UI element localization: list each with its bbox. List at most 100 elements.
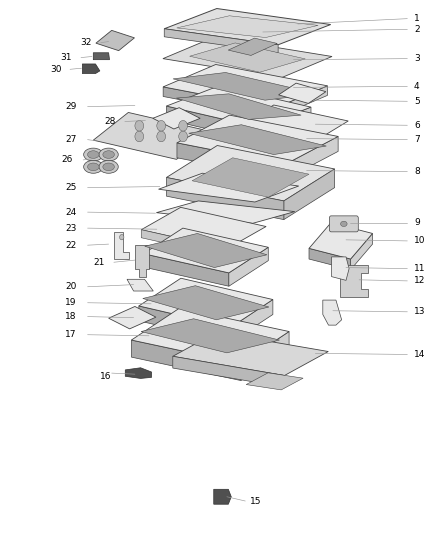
Polygon shape [323,300,342,325]
Text: 20: 20 [65,282,77,291]
Text: 29: 29 [65,102,77,111]
Polygon shape [139,306,231,342]
Polygon shape [166,146,335,201]
Polygon shape [141,319,279,353]
Polygon shape [159,173,299,202]
Polygon shape [143,254,229,286]
Ellipse shape [341,221,347,227]
Text: 22: 22 [65,241,77,249]
Text: 14: 14 [414,350,425,359]
Circle shape [179,120,187,131]
Text: 10: 10 [414,237,425,245]
Polygon shape [164,9,331,45]
Ellipse shape [84,160,103,173]
Polygon shape [141,207,266,249]
Polygon shape [96,30,134,51]
Polygon shape [309,248,350,270]
Polygon shape [127,279,153,291]
Polygon shape [173,356,285,387]
Polygon shape [143,286,269,320]
Polygon shape [246,373,303,390]
Polygon shape [141,230,227,257]
Text: 9: 9 [414,219,420,227]
Polygon shape [177,115,338,164]
Polygon shape [239,105,348,142]
Text: 1: 1 [414,14,420,23]
Text: 5: 5 [414,97,420,106]
Polygon shape [309,223,372,259]
Text: 31: 31 [61,53,72,62]
Polygon shape [166,86,311,127]
Ellipse shape [84,148,103,161]
Polygon shape [143,228,268,273]
Text: 26: 26 [61,156,72,164]
Polygon shape [231,300,273,342]
Text: 32: 32 [81,38,92,47]
Polygon shape [82,64,100,74]
Polygon shape [190,43,305,72]
Polygon shape [279,83,326,103]
Polygon shape [131,340,241,381]
Polygon shape [350,233,372,270]
Text: 30: 30 [50,65,61,74]
Text: 8: 8 [414,167,420,176]
Text: 13: 13 [414,308,425,316]
Polygon shape [93,112,212,159]
Polygon shape [177,143,286,179]
Ellipse shape [103,163,114,171]
Ellipse shape [88,151,99,158]
Polygon shape [228,38,277,55]
Text: 2: 2 [414,25,420,34]
Text: 23: 23 [65,224,77,232]
Polygon shape [189,125,326,155]
Polygon shape [173,333,328,375]
Ellipse shape [103,151,114,158]
Text: 28: 28 [105,117,116,126]
Text: 17: 17 [65,330,77,339]
Ellipse shape [120,235,124,240]
Text: 24: 24 [65,208,77,216]
Polygon shape [177,16,318,37]
Polygon shape [156,201,295,223]
Polygon shape [284,169,335,220]
Text: 18: 18 [65,312,77,321]
Polygon shape [131,308,289,364]
Polygon shape [125,368,152,378]
Polygon shape [229,247,268,286]
Polygon shape [176,94,301,119]
Circle shape [135,120,144,131]
Polygon shape [135,245,149,277]
Polygon shape [258,107,311,141]
Text: 7: 7 [414,135,420,144]
Circle shape [179,131,187,142]
Circle shape [157,120,166,131]
Circle shape [157,131,166,142]
Text: 3: 3 [414,54,420,63]
Text: 21: 21 [94,258,105,266]
Polygon shape [332,257,349,280]
Polygon shape [114,232,129,259]
Ellipse shape [99,148,118,161]
Polygon shape [139,278,273,327]
Text: 6: 6 [414,121,420,130]
Text: 4: 4 [414,82,420,91]
Polygon shape [164,29,278,53]
Polygon shape [166,177,284,220]
Ellipse shape [99,160,118,173]
Polygon shape [163,87,275,118]
Polygon shape [109,306,156,329]
Polygon shape [93,53,110,60]
Text: 27: 27 [65,135,77,144]
Text: 11: 11 [414,264,425,273]
Circle shape [135,131,144,142]
Polygon shape [340,265,368,297]
Text: 16: 16 [100,372,112,381]
Polygon shape [145,233,267,268]
Polygon shape [166,106,258,141]
Polygon shape [241,332,289,381]
Polygon shape [286,136,338,179]
Text: 19: 19 [65,298,77,307]
Text: 15: 15 [250,497,261,505]
Text: 25: 25 [65,183,77,192]
Polygon shape [163,64,328,108]
